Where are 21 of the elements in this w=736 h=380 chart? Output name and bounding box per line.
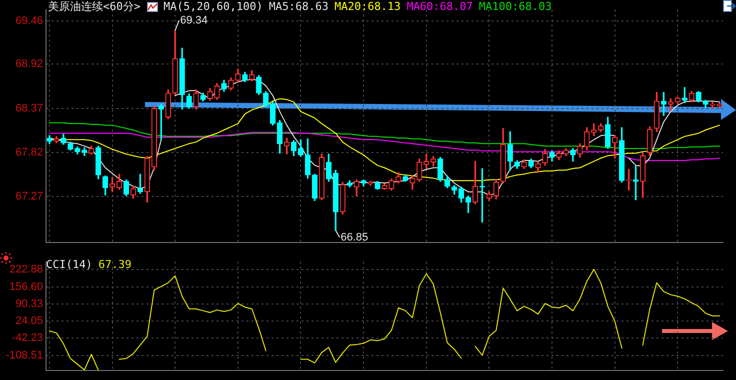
text: MA5:68.63 [268,0,328,13]
legend-title: CCI(14) [46,258,92,271]
annotation: 66.85 [340,231,368,244]
text: MA100:68.03 [478,0,552,13]
y-tick-label: 156.60 [9,280,43,293]
annotation: 69.34 [180,14,208,27]
y-tick-label: 67.82 [15,146,43,159]
y-tick-label: -42.23 [12,332,43,344]
y-tick-label: -108.51 [6,349,43,362]
y-tick-label: 24.05 [15,315,43,328]
y-tick-label: 67.27 [15,190,43,203]
y-tick-label: 68.92 [15,58,43,70]
legend-title: MA(5,20,60,100) [164,0,263,13]
y-tick-label: 69.46 [15,14,43,27]
y-tick-label: 222.88 [9,264,43,276]
y-tick-label: 68.37 [15,102,43,114]
chart-title: 美原油连续<60分> [48,0,140,13]
y-tick-label: 90.33 [15,298,43,310]
text: MA60:68.07 [406,0,473,13]
text: 67.39 [98,258,132,271]
text: MA20:68.13 [334,0,401,13]
